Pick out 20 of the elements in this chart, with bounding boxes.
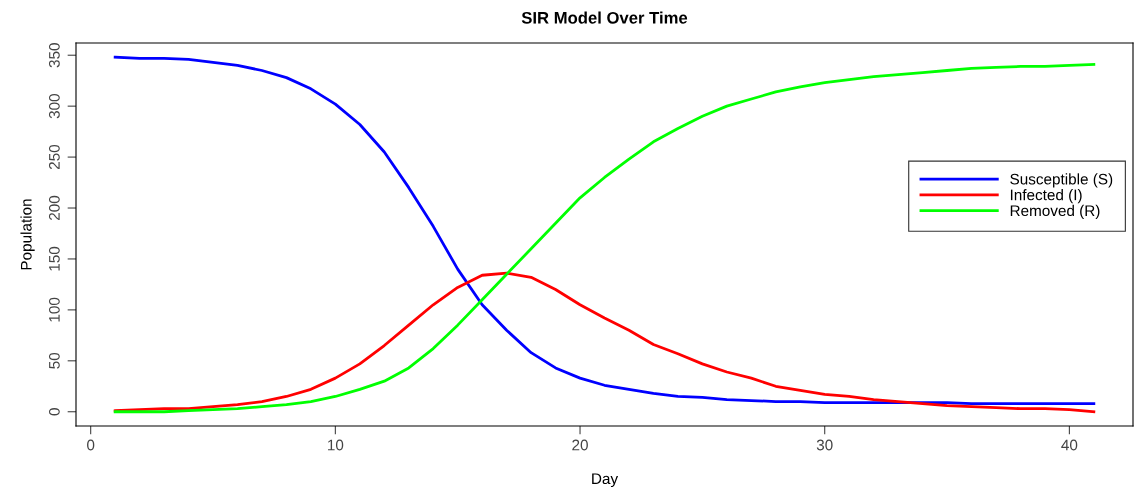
chart-title: SIR Model Over Time <box>521 11 688 24</box>
y-tick-label: 100 <box>48 297 60 322</box>
x-tick-label: 0 <box>87 439 95 451</box>
x-tick-label: 40 <box>1061 439 1078 451</box>
y-tick-label: 200 <box>48 195 60 220</box>
y-tick-label: 250 <box>48 144 60 170</box>
y-tick-label: 50 <box>48 352 60 369</box>
legend-label: Removed (R) <box>1010 204 1100 220</box>
line-series <box>113 271 1096 414</box>
legend-label: Susceptible (S) <box>1010 173 1113 188</box>
y-tick-label: 0 <box>48 408 60 416</box>
y-tick-label: 150 <box>48 246 60 271</box>
x-tick-label: 10 <box>328 439 344 451</box>
x-axis-title: Day <box>592 473 619 488</box>
x-tick-label: 20 <box>572 439 588 451</box>
y-tick-label: 350 <box>48 43 60 68</box>
x-tick-label: 30 <box>816 439 833 451</box>
y-axis-title: Population <box>20 199 35 270</box>
y-tick-label: 300 <box>48 94 60 119</box>
legend-label: Infected (I) <box>1010 189 1082 204</box>
